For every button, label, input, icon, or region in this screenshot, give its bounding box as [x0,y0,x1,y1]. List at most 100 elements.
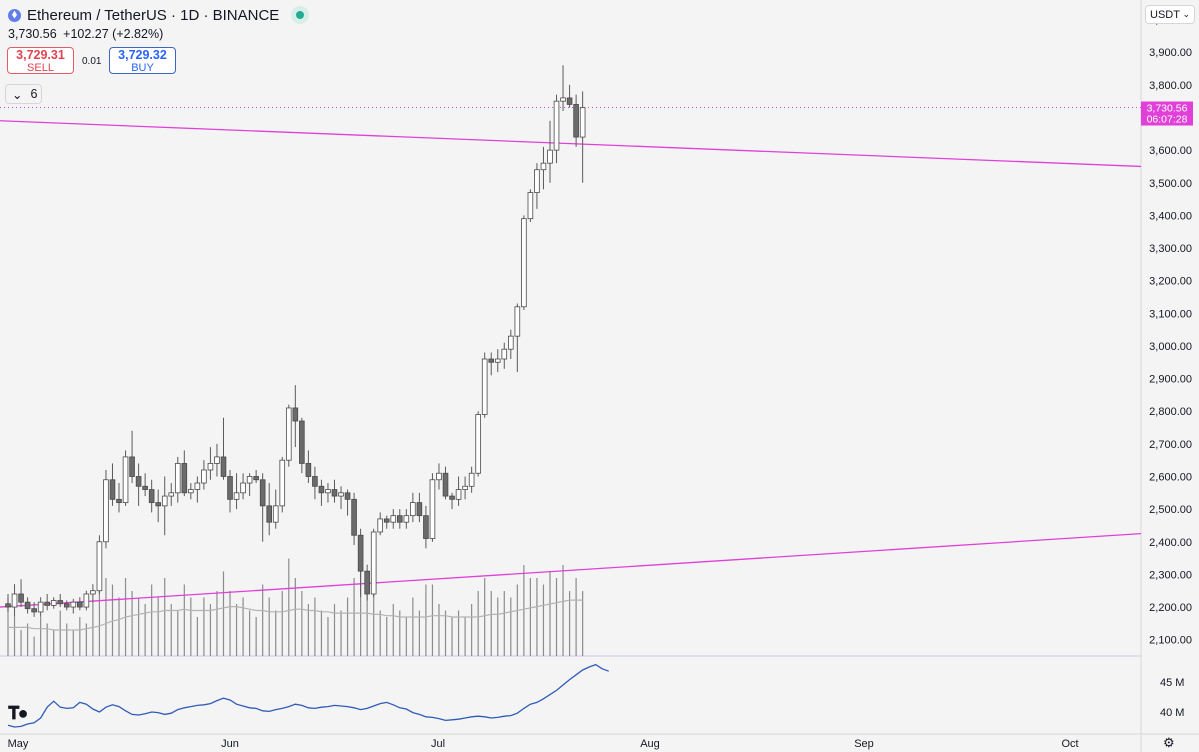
candlestick [547,120,553,183]
candlestick [57,593,64,608]
volume-bar [138,597,140,656]
candlestick [96,535,103,594]
volume-bar [203,597,205,656]
candlestick [155,489,161,523]
time-axis-label: Jul [431,738,445,750]
volume-bar [235,604,238,656]
volume-bar [59,610,61,656]
price-axis-label: 2,800.00 [1149,406,1192,418]
candlestick [129,430,135,484]
sell-price: 3,729.31 [16,48,65,62]
candlestick [31,602,37,617]
candlestick [475,411,481,477]
time-axis-label: Sep [854,738,874,750]
candlestick [403,509,410,529]
candlestick [370,528,377,598]
candlestick [410,492,416,523]
settings-gear-icon[interactable]: ⚙ [1163,735,1175,750]
candlestick [573,94,579,147]
volume-bar [7,597,9,656]
volume-bar [307,604,309,656]
volume-bar [529,578,531,656]
volume-bar [190,597,192,656]
volume-bar [294,578,296,656]
last-price: 3,730.56 [8,27,57,41]
candlestick [240,473,246,500]
candlestick [279,456,286,513]
candlestick [272,489,279,529]
volume-bar [327,617,329,656]
trendline[interactable] [0,120,1142,168]
candlestick [305,450,312,484]
volume-bar [490,591,492,656]
volume-bar [555,578,558,656]
volume-bar [457,610,460,656]
price-axis-label: 3,000.00 [1149,341,1192,353]
candlestick [527,189,534,222]
volume-bar [399,610,401,656]
tradingview-logo-icon[interactable]: 𝐓● [8,703,29,723]
candlestick [325,483,331,503]
trendline[interactable] [0,532,1142,608]
candlestick [416,492,423,523]
currency-select[interactable]: USDT ⌄ [1145,5,1195,24]
candlestick [18,579,24,608]
volume-bar [484,578,486,656]
volume-bar [105,578,107,656]
volume-bar [510,597,512,656]
volume-bar [196,617,198,656]
candlestick [514,303,521,373]
volume-bar [288,558,290,656]
price-axis-label: 2,900.00 [1149,374,1192,386]
volume-bar [320,610,323,656]
volume-bar [379,610,381,656]
volume-bar [444,610,447,656]
volume-bar [405,617,407,656]
volume-bar [451,617,453,656]
candlestick [429,473,436,542]
volume-bar [242,597,244,656]
time-axis-label: Oct [1061,738,1078,750]
candlestick [390,509,397,529]
market-status-icon[interactable] [291,6,310,24]
volume-bar [229,591,231,656]
symbol-title[interactable]: Ethereum / TetherUS · 1D · BINANCE [27,6,280,24]
candlestick [521,215,527,311]
volume-bar [222,571,225,656]
candlestick [508,329,514,360]
oscillator-line [7,663,609,728]
volume-bar [98,584,101,656]
price-axis-label: 2,100.00 [1149,635,1192,647]
candlestick [338,486,344,510]
volume-bar [85,623,87,656]
buy-button[interactable]: 3,729.32 BUY [109,47,176,74]
price-axis-label: 2,300.00 [1149,569,1192,581]
volume-bar [144,604,146,656]
spread-value: 0.01 [82,56,102,67]
volume-bar [477,591,479,656]
volume-bar [360,558,362,656]
buy-label: BUY [131,62,154,74]
time-axis-label: May [8,738,29,750]
volume-bar [516,584,518,656]
candlestick [299,417,305,474]
oscillator-axis-labels: 45 M 40 M [1160,677,1184,719]
candlestick [174,456,181,503]
candlestick [122,450,129,506]
volume-bar [20,630,22,656]
price-axis-label: 2,400.00 [1149,537,1192,549]
candlestick [553,94,560,164]
candlestick [540,146,547,190]
volume-moving-average [8,599,583,631]
volume-bar [549,571,551,656]
indicators-toggle[interactable]: ⌄ 6 [5,84,42,104]
candlestick [318,479,325,506]
symbol-header[interactable]: Ethereum / TetherUS · 1D · BINANCE [8,6,310,24]
indicators-count: 6 [30,87,38,101]
sell-button[interactable]: 3,729.31 SELL [7,47,74,74]
candlestick [63,600,70,611]
candlestick [534,163,540,209]
current-price-tag: 3,730.56 06:07:28 [1141,101,1193,126]
volume-bar [275,610,277,656]
